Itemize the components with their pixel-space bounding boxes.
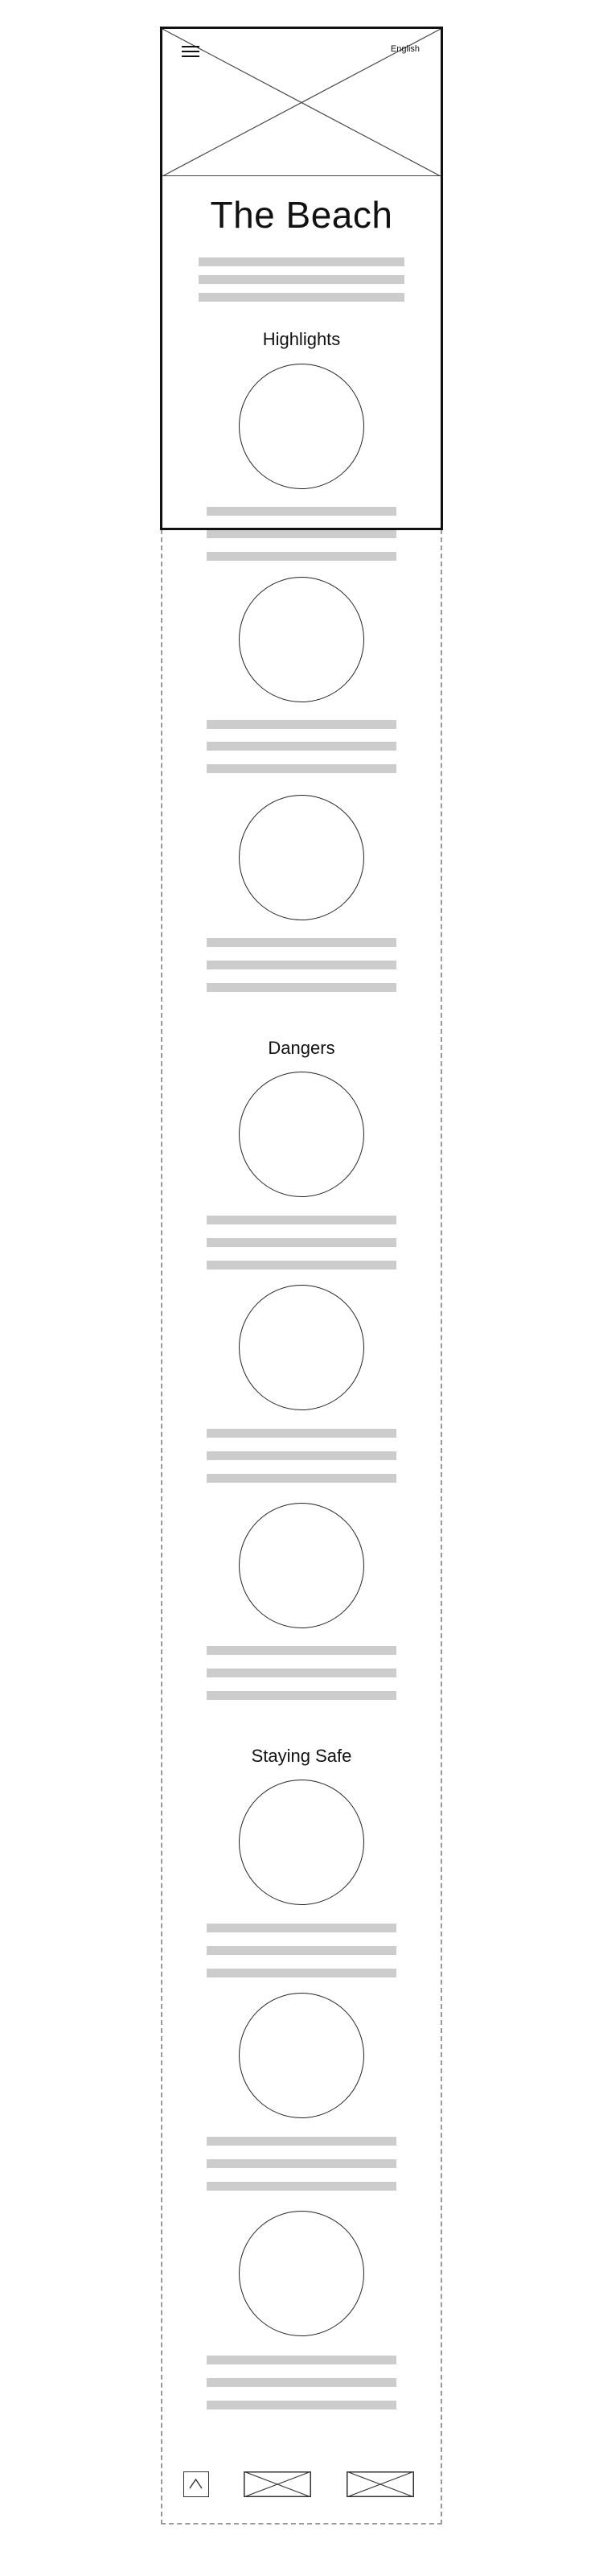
- item-text-line: [207, 1646, 396, 1655]
- item-text-line: [207, 1429, 396, 1438]
- highlight-image-circle[interactable]: [239, 577, 364, 702]
- safety-image-circle[interactable]: [239, 2211, 364, 2336]
- item-text-line: [207, 1946, 396, 1955]
- item-text-line: [207, 1969, 396, 1977]
- chevron-up-icon: [189, 2478, 203, 2489]
- danger-image-circle[interactable]: [239, 1503, 364, 1628]
- item-text-line: [207, 1669, 396, 1677]
- item-text-line: [207, 552, 396, 561]
- intro-text-line: [199, 257, 404, 266]
- intro-text-line: [199, 275, 404, 284]
- item-text-line: [207, 2137, 396, 2146]
- item-text-line: [207, 2401, 396, 2409]
- image-placeholder-icon: [346, 2471, 415, 2498]
- item-text-line: [207, 1261, 396, 1269]
- hero-image-placeholder: English: [162, 29, 441, 176]
- item-text-line: [207, 764, 396, 773]
- item-text-line: [207, 1451, 396, 1460]
- item-text-line: [207, 2182, 396, 2191]
- section-heading-highlights: Highlights: [262, 329, 341, 349]
- item-text-line: [207, 1216, 396, 1224]
- item-text-line: [207, 742, 396, 751]
- item-text-line: [207, 2378, 396, 2387]
- item-text-line: [207, 983, 396, 992]
- item-text-line: [207, 529, 396, 538]
- highlight-image-circle[interactable]: [239, 795, 364, 920]
- section-heading-staying-safe: Staying Safe: [251, 1746, 352, 1766]
- item-text-line: [207, 938, 396, 947]
- back-to-top-button[interactable]: [183, 2471, 209, 2497]
- item-text-line: [207, 1474, 396, 1483]
- item-text-line: [207, 2356, 396, 2364]
- item-text-line: [207, 961, 396, 969]
- highlight-image-circle[interactable]: [239, 364, 364, 489]
- footer-image-placeholder[interactable]: [346, 2471, 415, 2498]
- safety-image-circle[interactable]: [239, 1780, 364, 1905]
- scroll-area-outline: [161, 529, 442, 2525]
- image-placeholder-icon: [243, 2471, 312, 2498]
- item-text-line: [207, 1691, 396, 1700]
- item-text-line: [207, 2159, 396, 2168]
- section-heading-dangers: Dangers: [268, 1038, 335, 1058]
- safety-image-circle[interactable]: [239, 1993, 364, 2118]
- item-text-line: [207, 507, 396, 516]
- hamburger-icon[interactable]: [182, 45, 199, 58]
- item-text-line: [207, 1238, 396, 1247]
- danger-image-circle[interactable]: [239, 1072, 364, 1197]
- intro-text-line: [199, 293, 404, 302]
- language-selector[interactable]: English: [390, 44, 420, 54]
- page-title: The Beach: [210, 194, 393, 236]
- item-text-line: [207, 720, 396, 729]
- item-text-line: [207, 1924, 396, 1932]
- danger-image-circle[interactable]: [239, 1285, 364, 1410]
- image-placeholder-icon: [162, 29, 441, 176]
- footer-image-placeholder[interactable]: [243, 2471, 312, 2498]
